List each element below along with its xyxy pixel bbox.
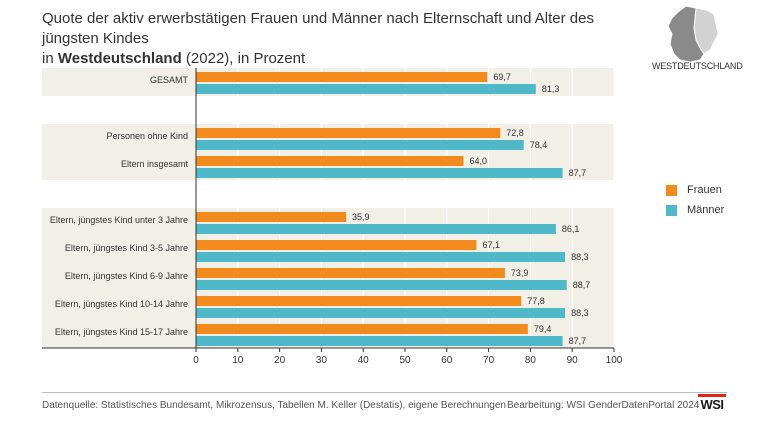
x-tick-label: 80 <box>525 355 537 366</box>
title-region: Westdeutschland <box>57 50 182 67</box>
legend-swatch-maenner <box>666 204 677 216</box>
x-tick-label: 30 <box>316 355 328 366</box>
category-label: GESAMT <box>149 75 188 85</box>
x-tick-label: 60 <box>441 355 453 366</box>
map-west-region <box>667 5 705 63</box>
credit-note: Bearbeitung: WSI GenderDatenPortal 2024 <box>507 400 700 411</box>
bar-frauen <box>196 156 464 166</box>
data-label-maenner: 88,3 <box>571 308 589 318</box>
bar-frauen <box>196 296 522 306</box>
germany-map-icon <box>656 4 728 74</box>
bar-maenner <box>196 84 536 94</box>
data-label-maenner: 86,1 <box>562 224 580 234</box>
category-label: Eltern, jüngstes Kind 6-9 Jahre <box>64 271 188 281</box>
data-label-maenner: 81,3 <box>542 84 560 94</box>
legend-item-frauen: Frauen <box>666 180 724 200</box>
x-tick-label: 100 <box>606 355 623 366</box>
data-label-maenner: 88,3 <box>571 252 589 262</box>
x-tick-label: 90 <box>567 355 579 366</box>
bar-maenner <box>196 280 567 290</box>
data-label-maenner: 87,7 <box>569 336 587 346</box>
x-tick-label: 50 <box>399 355 411 366</box>
legend-swatch-frauen <box>666 184 677 196</box>
category-label: Eltern, jüngstes Kind 15-17 Jahre <box>54 327 188 337</box>
title-line-2: in Westdeutschland (2022), in Prozent <box>42 49 642 69</box>
bar-maenner <box>196 308 566 318</box>
bar-frauen <box>196 72 488 82</box>
data-label-maenner: 78,4 <box>530 140 548 150</box>
x-tick-label: 10 <box>232 355 244 366</box>
category-label: Eltern, jüngstes Kind unter 3 Jahre <box>49 215 188 225</box>
category-label: Eltern insgesamt <box>120 159 188 169</box>
bar-maenner <box>196 224 556 234</box>
data-label-maenner: 88,7 <box>573 280 591 290</box>
bar-frauen <box>196 240 477 250</box>
legend-label-frauen: Frauen <box>687 184 722 196</box>
legend: Frauen Männer <box>666 180 724 220</box>
data-label-frauen: 77,8 <box>527 296 545 306</box>
footer-divider <box>42 392 727 393</box>
legend-item-maenner: Männer <box>666 200 724 220</box>
chart-title: Quote der aktiv erwerbstätigen Frauen un… <box>42 9 642 69</box>
data-label-maenner: 87,7 <box>569 168 587 178</box>
x-tick-label: 70 <box>483 355 495 366</box>
x-tick-label: 20 <box>274 355 286 366</box>
map-label: WESTDEUTSCHLAND <box>652 61 743 71</box>
data-label-frauen: 79,4 <box>534 324 552 334</box>
wsi-logo: WSI <box>698 394 726 414</box>
legend-label-maenner: Männer <box>687 204 725 216</box>
category-label: Eltern, jüngstes Kind 10-14 Jahre <box>54 299 188 309</box>
data-label-frauen: 67,1 <box>482 240 500 250</box>
data-label-frauen: 69,7 <box>493 72 511 82</box>
data-label-frauen: 64,0 <box>470 156 488 166</box>
category-label: Personen ohne Kind <box>106 131 188 141</box>
bar-frauen <box>196 128 501 138</box>
title-line-1: Quote der aktiv erwerbstätigen Frauen un… <box>42 10 594 47</box>
bar-maenner <box>196 168 563 178</box>
bar-frauen <box>196 268 505 278</box>
bar-maenner <box>196 336 563 346</box>
data-label-frauen: 72,8 <box>506 128 524 138</box>
x-tick-label: 0 <box>193 355 199 366</box>
bar-frauen <box>196 212 347 222</box>
source-note: Datenquelle: Statistisches Bundesamt, Mi… <box>42 400 506 411</box>
data-label-frauen: 73,9 <box>511 268 529 278</box>
bar-frauen <box>196 324 528 334</box>
title-prefix: in <box>42 50 58 67</box>
category-label: Eltern, jüngstes Kind 3-5 Jahre <box>64 243 188 253</box>
title-suffix: (2022), in Prozent <box>181 50 306 67</box>
bar-maenner <box>196 140 524 150</box>
data-label-frauen: 35,9 <box>352 212 370 222</box>
x-tick-label: 40 <box>358 355 370 366</box>
bar-maenner <box>196 252 566 262</box>
